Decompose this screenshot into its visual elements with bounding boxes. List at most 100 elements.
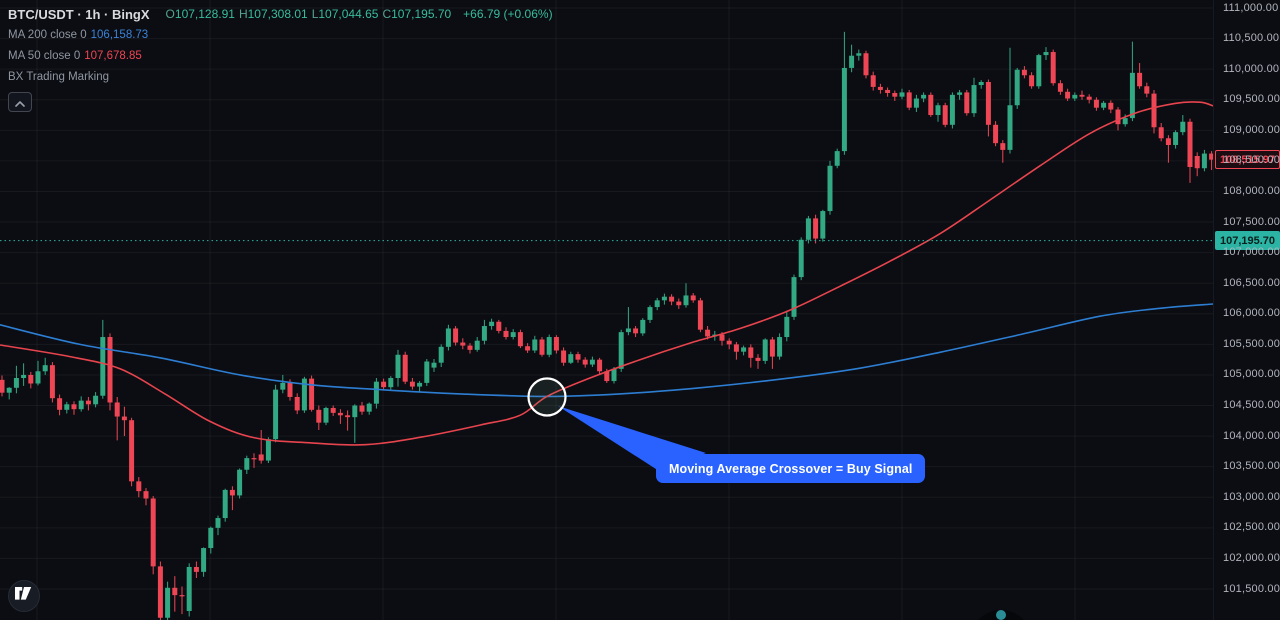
candle-body <box>359 405 365 412</box>
ohlc-value: 107,128.91 <box>174 7 235 21</box>
candle-body <box>820 211 826 239</box>
price-tick-label: 106,500.00 <box>1223 276 1280 289</box>
candle-body <box>553 337 559 351</box>
candle-body <box>57 398 63 410</box>
candle-body <box>877 86 883 90</box>
candle-body <box>640 319 646 334</box>
price-tick-label: 103,000.00 <box>1223 490 1280 503</box>
candle-body <box>769 339 775 357</box>
candle-body <box>661 296 667 301</box>
ma200-label: MA 200 close 0 <box>8 28 87 41</box>
buy-signal-callout[interactable]: Moving Average Crossover = Buy Signal <box>656 454 926 483</box>
candle-body <box>373 381 379 404</box>
candle-body <box>438 346 444 363</box>
candle-body <box>424 361 430 383</box>
candle-body <box>237 469 243 496</box>
candle-body <box>136 481 142 492</box>
candle-body <box>697 300 703 330</box>
candle-body <box>1057 83 1063 92</box>
candle-body <box>496 321 502 331</box>
ohlc-key: C <box>382 7 392 21</box>
candle-body <box>179 595 185 597</box>
candle-body <box>669 296 675 302</box>
candle-body <box>244 458 250 470</box>
candle-body <box>510 332 516 338</box>
price-tick-label: 110,500.00 <box>1223 32 1280 45</box>
candle-body <box>647 307 653 320</box>
candle-body <box>899 92 905 97</box>
candle-body <box>330 407 336 413</box>
candle-body <box>928 94 934 116</box>
candle-body <box>13 378 19 388</box>
price-tick-label: 107,500.00 <box>1223 215 1280 228</box>
candle-body <box>93 395 99 405</box>
candle-body <box>1115 109 1121 125</box>
candle-body <box>604 371 610 382</box>
candle-body <box>157 566 163 618</box>
candle-body <box>1209 153 1213 160</box>
candle-body <box>525 346 531 351</box>
ma50-row[interactable]: MA 50 close 0 107,678.85 <box>8 45 553 66</box>
price-tick-label: 111,000.00 <box>1223 1 1279 14</box>
candle-body <box>85 400 91 405</box>
crossover-circle[interactable] <box>527 377 567 417</box>
candle-body <box>777 337 783 357</box>
candle-body <box>474 340 480 350</box>
candle-body <box>453 328 459 343</box>
candle-body <box>1165 138 1171 145</box>
candle-body <box>568 354 574 363</box>
candle-body <box>49 365 55 399</box>
candle-body <box>229 489 235 496</box>
symbol-title[interactable]: BTC/USDT · 1h · BingX <box>8 6 150 22</box>
price-axis[interactable]: 108,515.97 107,195.70 111,000.00 110,500.… <box>1213 0 1280 620</box>
candle-body <box>1079 94 1085 97</box>
candle-body <box>1151 93 1157 128</box>
candle-body <box>597 359 603 372</box>
candle-body <box>503 330 509 338</box>
candle-body <box>611 368 617 382</box>
candle-body <box>1021 69 1027 76</box>
price-chart[interactable] <box>0 0 1213 620</box>
candle-body <box>201 548 207 572</box>
candle-body <box>1014 69 1020 106</box>
indicator-label: BX Trading Marking <box>8 70 109 83</box>
indicator-row[interactable]: BX Trading Marking <box>8 66 553 87</box>
candle-body <box>395 354 401 379</box>
candle-body <box>431 362 437 368</box>
candle-body <box>1036 55 1042 87</box>
candle-body <box>1086 96 1092 100</box>
price-tick-label: 109,000.00 <box>1223 123 1280 136</box>
ohlc-value: 107,195.70 <box>391 7 452 21</box>
price-tick-label: 108,000.00 <box>1223 184 1280 197</box>
candle-body <box>1108 102 1114 110</box>
candle-body <box>215 518 221 528</box>
candle-body <box>957 92 963 95</box>
candle-body <box>921 94 927 99</box>
candle-body <box>417 382 423 387</box>
candle-body <box>863 53 869 76</box>
candle-body <box>100 337 106 396</box>
collapse-legend-button[interactable] <box>8 92 32 112</box>
candle-body <box>726 340 732 345</box>
candle-body <box>409 381 415 387</box>
candle-body <box>121 416 127 421</box>
ohlc-key: O <box>165 7 175 21</box>
symbol-row[interactable]: BTC/USDT · 1h · BingX O107,128.91 H107,30… <box>8 4 553 24</box>
candle-body <box>942 105 948 125</box>
candle-body <box>78 400 84 410</box>
candle-body <box>517 332 523 347</box>
price-tick-label: 105,000.00 <box>1223 368 1280 381</box>
candle-body <box>575 354 581 360</box>
price-tick-label: 104,000.00 <box>1223 429 1280 442</box>
ma50-value: 107,678.85 <box>84 49 142 62</box>
tradingview-logo[interactable] <box>8 580 40 612</box>
candle-body <box>546 337 552 355</box>
candle-body <box>294 396 300 411</box>
price-tick-label: 105,500.00 <box>1223 337 1280 350</box>
candle-body <box>172 587 178 596</box>
candle-body <box>1144 86 1150 94</box>
candle-body <box>870 75 876 87</box>
ohlc-key: L <box>311 7 319 21</box>
candle-body <box>21 374 27 379</box>
ma200-row[interactable]: MA 200 close 0 106,158.73 <box>8 24 553 45</box>
